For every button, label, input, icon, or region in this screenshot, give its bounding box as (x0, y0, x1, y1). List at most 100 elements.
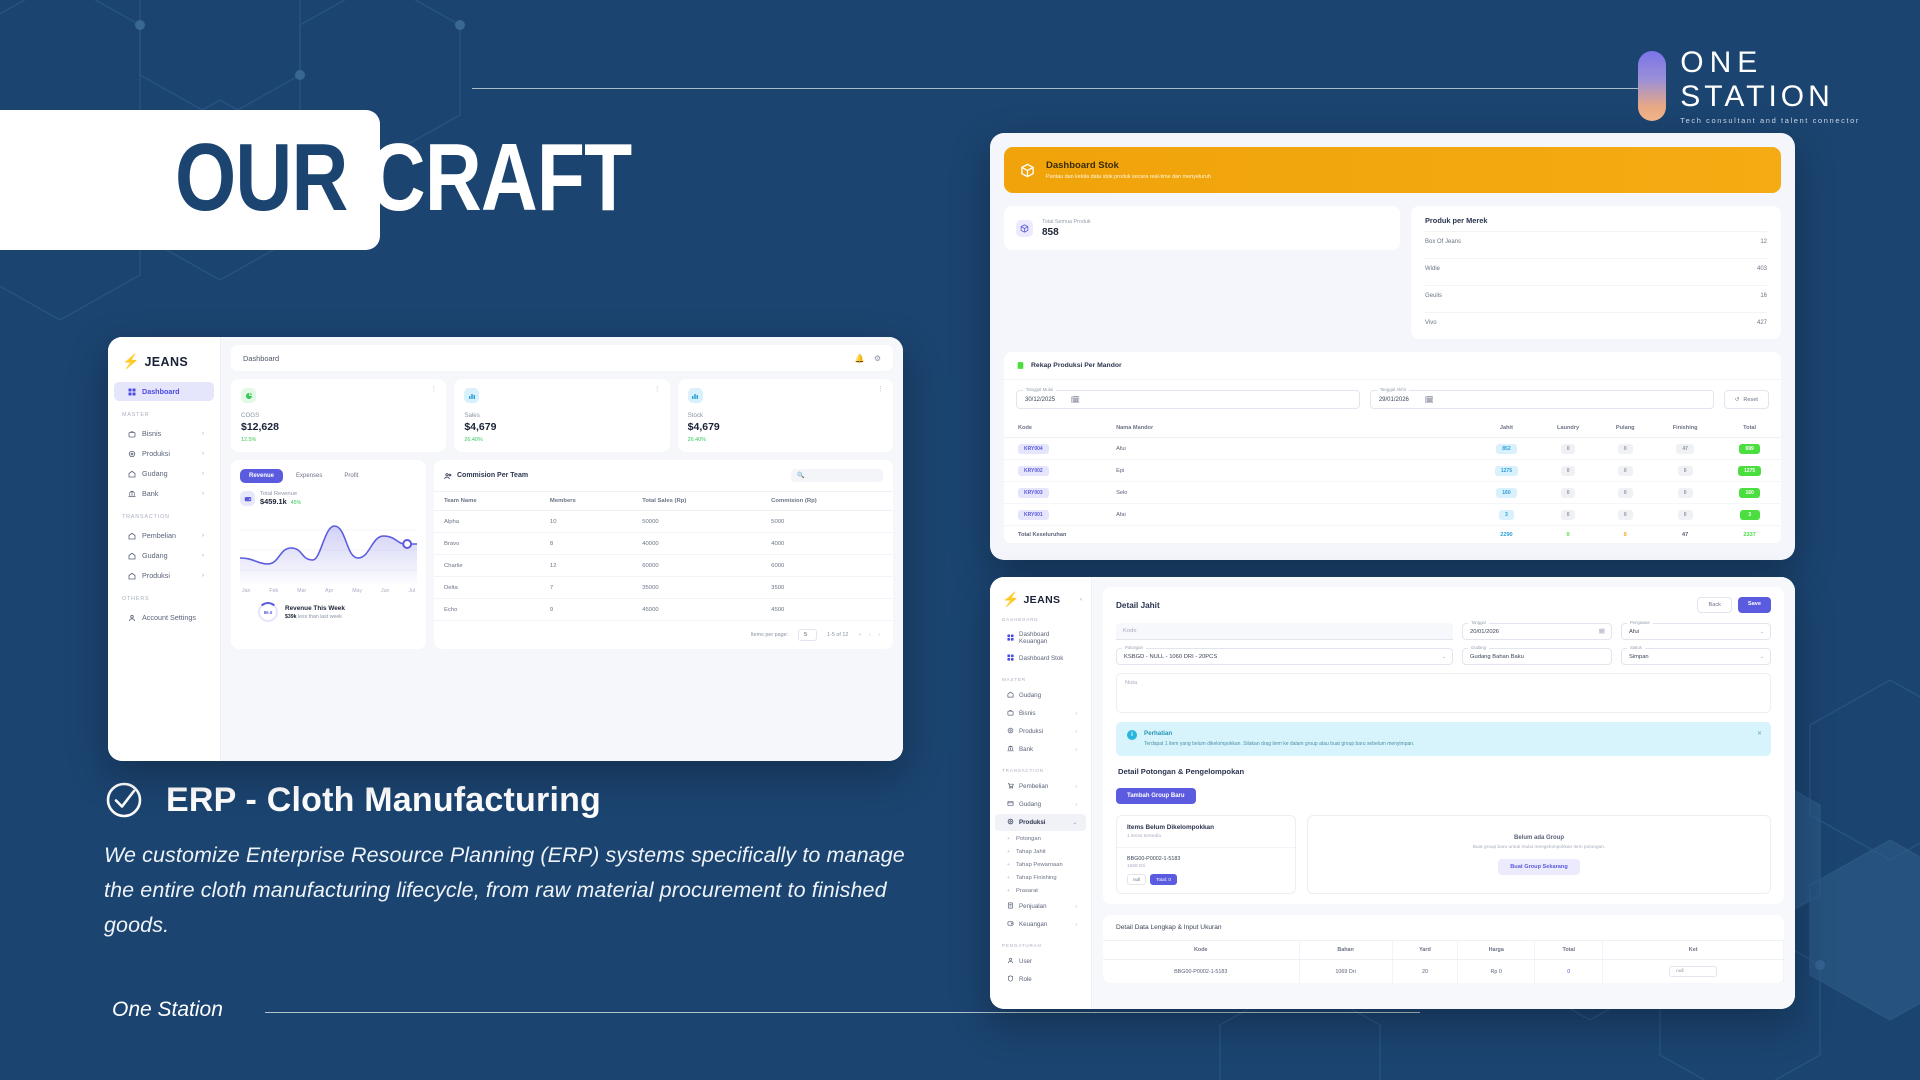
status-field[interactable]: Status Simpan ⌄ (1621, 645, 1771, 665)
sidebar-item-user[interactable]: User (995, 953, 1086, 970)
sidebar-item-pembelian[interactable]: Pembelian › (114, 526, 214, 545)
card-menu-button[interactable]: ⋮ (653, 386, 661, 393)
chevron-down-icon[interactable]: ⌄ (1759, 628, 1764, 635)
gudang-field[interactable]: Gudang Gudang Bahan Baku (1462, 645, 1612, 665)
cell-members: 10 (539, 510, 633, 533)
total-jahit: 2290 (1475, 525, 1538, 544)
stok-banner: Dashboard Stok Pantau dan kelola data st… (1004, 147, 1781, 193)
pengawas-field[interactable]: Pengawas Afui ⌄ (1621, 620, 1771, 640)
calendar-icon[interactable]: 🗓 (1071, 396, 1080, 404)
card-menu-button[interactable]: ⋮ (876, 386, 884, 393)
list-item[interactable]: BBG00-P0002-1-5183 1069 Dri null Total: … (1117, 848, 1295, 893)
reset-button[interactable]: ↺ Reset (1723, 390, 1769, 409)
sidebar-subitem-tahap-jahit[interactable]: Tahap Jahit (990, 845, 1091, 858)
search-input[interactable]: 🔍 (791, 469, 883, 482)
tab-profit[interactable]: Profit (344, 473, 359, 479)
cell-team: Delta (434, 576, 540, 599)
sidebar-item-produksi[interactable]: Produksi › (995, 723, 1086, 740)
tanggal-field[interactable]: Tanggal 20/01/2026 🗓 (1462, 620, 1612, 640)
sidebar-item-account-settings[interactable]: Account Settings (114, 608, 214, 627)
sidebar-item-gudang[interactable]: Gudang (995, 687, 1086, 704)
date-end-field[interactable]: Tanggal Akhir 29/01/2026 🗓 (1369, 387, 1714, 409)
merek-value: 427 (1756, 320, 1767, 326)
sidebar-item-dashboard-stok[interactable]: Dashboard Stok (995, 650, 1086, 667)
revenue-tabs: Revenue Expenses Profit (240, 469, 417, 483)
create-group-button[interactable]: Buat Group Sekarang (1498, 858, 1580, 875)
sidebar-item-label: Bisnis (142, 429, 162, 438)
sidebar-subitem-tahap-pewarnaan[interactable]: Tahap Pewarnaan (990, 858, 1091, 871)
cell-total: 699 (1739, 443, 1760, 454)
sidebar-item-bank[interactable]: Bank › (114, 484, 214, 503)
chevron-left-icon[interactable]: ‹ (1080, 596, 1082, 603)
col-members: Members (539, 491, 633, 511)
col-nama-mandor: Nama Mandor (1102, 419, 1476, 438)
grid-icon (1007, 633, 1014, 643)
sidebar-item-bank[interactable]: Bank › (995, 741, 1086, 758)
item-sub: 1069 Dri (1127, 864, 1146, 869)
sidebar-item-pembelian[interactable]: Pembelian › (995, 778, 1086, 795)
card-menu-button[interactable]: ⋮ (430, 386, 438, 393)
sidebar-item-produksi-trx[interactable]: Produksi › (114, 566, 214, 585)
sidebar-subitem-potongan[interactable]: Potongan (990, 832, 1091, 845)
ungrouped-sub: 1 items tersedia (1127, 834, 1161, 839)
app-brand: ⚡ JEANS ‹ (990, 577, 1091, 608)
warehouse-icon (128, 572, 136, 580)
sidebar-item-bisnis[interactable]: Bisnis › (995, 705, 1086, 722)
sidebar-item-keuangan[interactable]: Keuangan › (995, 916, 1086, 933)
sidebar-item-label: Gudang (1019, 692, 1042, 699)
items-per-page-select[interactable]: 5 (798, 629, 818, 641)
revenue-chart-panel: Revenue Expenses Profit Total Revenue $4… (231, 460, 426, 649)
sidebar-item-bisnis[interactable]: Bisnis › (114, 424, 214, 443)
cell-laundry: 0 (1560, 465, 1576, 476)
total-total: 2337 (1718, 525, 1781, 544)
potongan-field[interactable]: Potongan KSBGD - NULL - 1060 DRI - 20PCS… (1116, 645, 1453, 665)
save-button[interactable]: Save (1737, 597, 1771, 613)
kode-field[interactable]: Kode (1116, 623, 1453, 640)
reset-icon: ↺ (1734, 396, 1740, 403)
sidebar-item-role[interactable]: Role (995, 971, 1086, 988)
potongan-value: KSBGD - NULL - 1060 DRI - 20PCS (1124, 653, 1218, 660)
cell-ket-input[interactable]: null (1669, 966, 1718, 977)
cell-jahit: 852 (1496, 443, 1517, 454)
sidebar-item-dashboard-keuangan[interactable]: Dashboard Keuangan (995, 627, 1086, 649)
stat-label: Stock (687, 412, 704, 419)
sidebar-item-label: Produksi (142, 449, 170, 458)
calendar-icon[interactable]: 🗓 (1424, 396, 1434, 404)
tab-revenue[interactable]: Revenue (240, 469, 284, 483)
pagination-arrows[interactable]: « ‹ › (858, 632, 883, 638)
kode-badge: KRY003 (1018, 487, 1049, 498)
col-total-sales: Total Sales (Rp) (632, 491, 762, 511)
sidebar-item-gudang-trx[interactable]: Gudang › (114, 546, 214, 565)
commission-panel: Commision Per Team 🔍 Team Name Members T… (434, 460, 893, 649)
footer-brand: One Station (112, 998, 223, 1021)
sidebar-item-produksi-trx[interactable]: Produksi ⌄ (995, 814, 1086, 831)
sidebar-subitem-prasarat[interactable]: Prasarat (990, 884, 1091, 897)
date-start-field[interactable]: Tanggal Mulai 30/12/2025 🗓 (1016, 387, 1360, 409)
empty-title: Belum ada Group (1513, 834, 1564, 841)
sidebar-item-gudang-trx[interactable]: Gudang › (995, 796, 1086, 813)
kode-placeholder: Kode (1123, 628, 1137, 634)
chevron-down-icon[interactable]: ⌄ (1441, 653, 1446, 660)
sidebar-item-label: Keuangan (1019, 921, 1048, 928)
add-group-button[interactable]: Tambah Group Baru (1116, 788, 1196, 804)
back-button[interactable]: Back (1697, 597, 1732, 613)
sidebar-item-penjualan[interactable]: Penjualan › (995, 898, 1086, 915)
cell-total: 0 (1534, 959, 1604, 983)
nota-field[interactable]: Nota (1116, 673, 1771, 713)
chevron-down-icon[interactable]: ⌄ (1759, 653, 1764, 660)
gudang-value: Gudang Bahan Baku (1470, 653, 1524, 660)
bell-icon[interactable]: 🔔 (854, 353, 865, 363)
cell-pulang: 0 (1617, 487, 1633, 498)
hero-word-our: OUR (175, 124, 348, 231)
box-icon (1021, 163, 1034, 177)
sidebar-item-dashboard[interactable]: Dashboard (114, 382, 214, 401)
calendar-icon[interactable]: 🗓 (1598, 628, 1605, 635)
col-ket: Ket (1602, 940, 1784, 960)
cell-nama: Selo (1102, 481, 1476, 504)
gear-icon[interactable]: ⚙ (873, 353, 881, 363)
sidebar-item-gudang[interactable]: Gudang › (114, 464, 214, 483)
close-icon[interactable]: ✕ (1756, 731, 1762, 737)
sidebar-subitem-tahap-finishing[interactable]: Tahap Finishing (990, 871, 1091, 884)
sidebar-item-produksi[interactable]: Produksi › (114, 444, 214, 463)
tab-expenses[interactable]: Expenses (296, 473, 323, 479)
